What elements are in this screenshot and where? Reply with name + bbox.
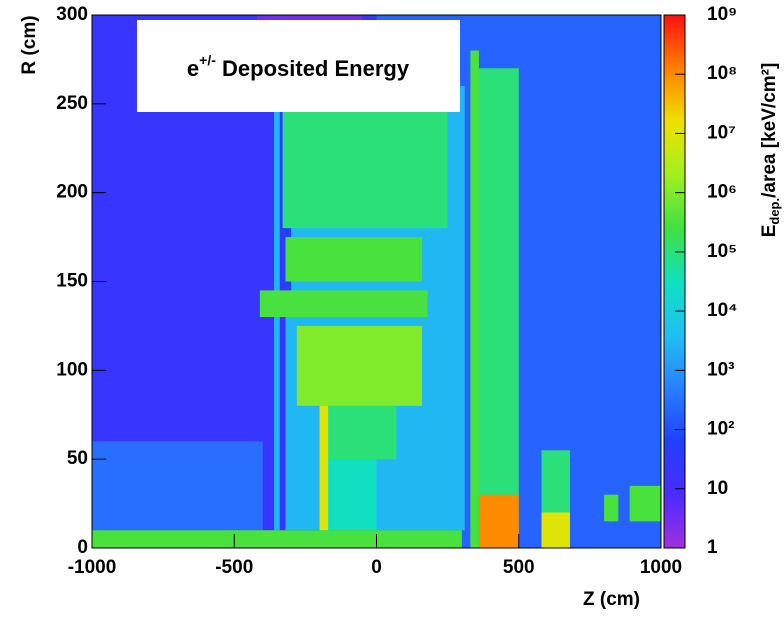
colorbar-tick-label: 10⁶ bbox=[707, 182, 737, 203]
colorbar-tick-label: 10² bbox=[707, 419, 734, 440]
colorbar-tick-label: 10⁹ bbox=[707, 4, 737, 25]
colorbar-tick-label: 10⁴ bbox=[707, 300, 738, 321]
y-axis-label: R (cm) bbox=[19, 15, 40, 74]
colorbar-tick-label: 10⁷ bbox=[707, 122, 736, 143]
cell-region bbox=[319, 405, 329, 531]
x-tick-label: -500 bbox=[215, 557, 253, 578]
colorbar-label: Edep./area [keV/cm²] bbox=[759, 63, 782, 238]
title-box bbox=[137, 20, 460, 112]
x-tick-label: 0 bbox=[371, 557, 382, 578]
chart-title: e+/- Deposited Energy bbox=[187, 52, 410, 81]
cell-region bbox=[259, 290, 428, 318]
cell-region bbox=[319, 459, 377, 531]
cell-region bbox=[478, 494, 519, 548]
y-tick-label: 300 bbox=[56, 4, 88, 25]
cell-region bbox=[296, 325, 423, 406]
x-tick-label: 1000 bbox=[640, 557, 682, 578]
x-tick-label: 500 bbox=[503, 557, 535, 578]
y-tick-label: 150 bbox=[56, 271, 88, 292]
y-tick-label: 250 bbox=[56, 93, 88, 114]
x-tick-label: -1000 bbox=[68, 557, 117, 578]
cell-region bbox=[604, 494, 619, 522]
colorbar-tick-label: 10³ bbox=[707, 359, 734, 380]
colorbar-tick-label: 1 bbox=[707, 537, 718, 558]
x-axis-label: Z (cm) bbox=[583, 589, 640, 610]
y-tick-label: 50 bbox=[67, 448, 88, 469]
cell-region bbox=[285, 237, 423, 282]
cell-region bbox=[470, 50, 479, 548]
y-tick-label: 200 bbox=[56, 182, 88, 203]
cell-region bbox=[541, 512, 570, 548]
y-tick-label: 100 bbox=[56, 359, 88, 380]
colorbar-tick-label: 10⁵ bbox=[707, 241, 737, 262]
cell-region bbox=[257, 15, 363, 24]
colorbar bbox=[663, 14, 686, 549]
cell-region bbox=[478, 68, 519, 548]
y-tick-label: 0 bbox=[77, 537, 88, 558]
colorbar-tick-label: 10⁸ bbox=[707, 63, 737, 84]
cell-region bbox=[92, 530, 462, 548]
colorbar-tick-label: 10 bbox=[707, 478, 728, 499]
cell-region bbox=[629, 485, 661, 522]
cell-region bbox=[319, 405, 397, 460]
